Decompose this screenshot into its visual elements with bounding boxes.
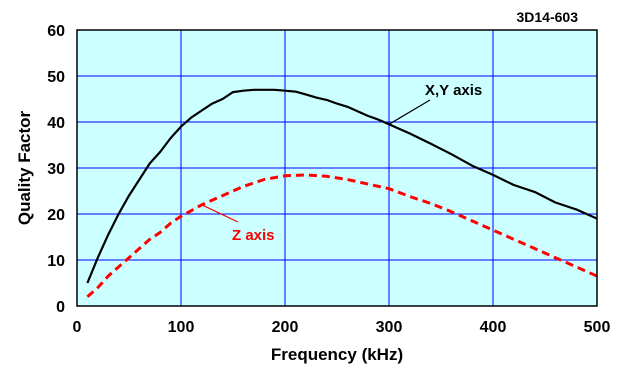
x-tick-label: 300 <box>376 319 403 336</box>
y-tick-label: 60 <box>47 23 65 40</box>
xy-axis-annotation: X,Y axis <box>425 82 482 99</box>
z-axis-annotation: Z axis <box>232 227 275 244</box>
grid-lines <box>77 30 597 306</box>
y-tick-label: 40 <box>47 115 65 132</box>
x-tick-label: 200 <box>272 319 299 336</box>
y-tick-labels: 0 10 20 30 40 50 60 <box>47 23 65 316</box>
y-tick-label: 10 <box>47 253 65 270</box>
y-tick-label: 30 <box>47 161 65 178</box>
part-number-label: 3D14-603 <box>517 9 579 25</box>
series-line-z-axis <box>86 173 598 298</box>
series-line-x-y-axis <box>86 88 598 284</box>
x-tick-labels: 0 100 200 300 400 500 <box>73 319 611 336</box>
x-axis-title: Frequency (kHz) <box>271 345 403 364</box>
z-axis-leader-line <box>201 204 239 223</box>
y-axis-title: Quality Factor <box>15 110 34 225</box>
y-tick-label: 0 <box>56 299 65 316</box>
y-tick-label: 50 <box>47 69 65 86</box>
y-tick-label: 20 <box>47 207 65 224</box>
x-tick-label: 0 <box>73 319 82 336</box>
x-tick-label: 400 <box>480 319 507 336</box>
annotation-layer: X,Y axis Z axis <box>201 82 482 244</box>
x-tick-label: 100 <box>168 319 195 336</box>
xy-axis-leader-line <box>388 99 431 125</box>
x-tick-label: 500 <box>584 319 611 336</box>
plot-border <box>76 29 598 307</box>
series-layer <box>86 88 598 298</box>
